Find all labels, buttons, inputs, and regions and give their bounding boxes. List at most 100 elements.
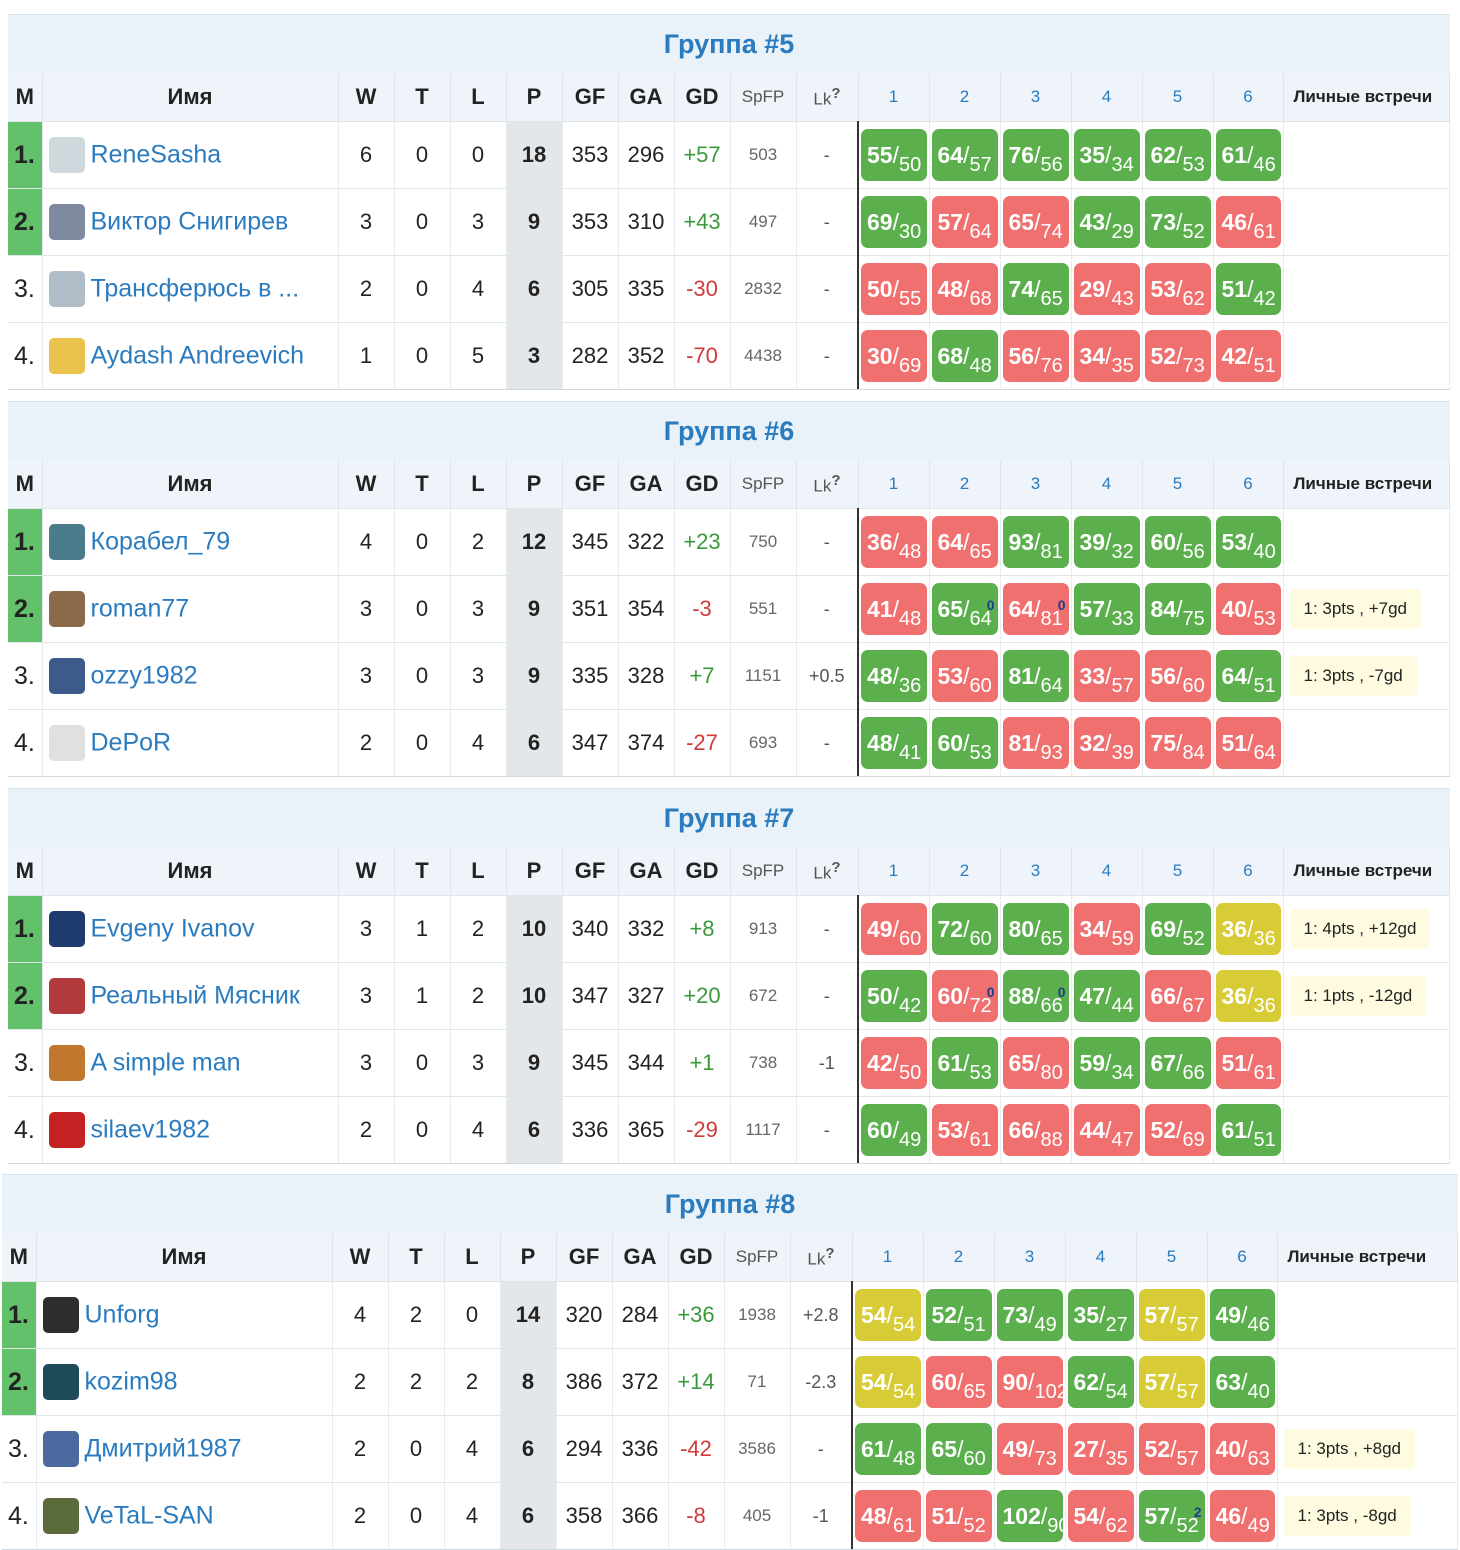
col-header-opponent[interactable]: 3 <box>994 1233 1066 1282</box>
help-icon[interactable]: ? <box>831 84 841 102</box>
match-score-badge[interactable]: 49/46 <box>1209 1289 1275 1341</box>
match-score-badge[interactable]: 76/56 <box>1002 129 1069 181</box>
match-score-badge[interactable]: 63/40 <box>1209 1356 1275 1408</box>
col-header-opponent[interactable]: 5 <box>1136 1233 1208 1282</box>
col-header-opponent[interactable]: 4 <box>1071 73 1143 122</box>
match-score-badge[interactable]: 62/54 <box>1067 1356 1134 1408</box>
avatar[interactable] <box>48 137 85 173</box>
match-score-badge[interactable]: 60/49 <box>861 1104 927 1156</box>
avatar[interactable] <box>42 1364 79 1400</box>
col-header-lk[interactable]: Lk? <box>796 460 859 509</box>
col-header-m[interactable]: М <box>8 73 43 122</box>
match-score-badge[interactable]: 60/65 <box>925 1356 992 1408</box>
match-score-badge[interactable]: 69/30 <box>861 196 927 248</box>
match-score-badge[interactable]: 51/42 <box>1215 263 1281 315</box>
col-header-m[interactable]: М <box>8 847 43 896</box>
player-cell[interactable]: silaev1982 <box>42 1096 339 1163</box>
match-score-badge[interactable]: 36/36 <box>1215 970 1281 1022</box>
match-score-badge[interactable]: 52/51 <box>925 1289 992 1341</box>
match-score-badge[interactable]: 53/40 <box>1215 516 1281 568</box>
match-score-badge[interactable]: 53/60 <box>931 650 998 702</box>
col-header-ga[interactable]: GA <box>612 1233 669 1282</box>
match-score-badge[interactable]: 52/69 <box>1144 1104 1211 1156</box>
match-score-badge[interactable]: 62/53 <box>1144 129 1211 181</box>
player-cell[interactable]: kozim98 <box>36 1348 333 1416</box>
avatar[interactable] <box>48 1045 85 1081</box>
match-score-badge[interactable]: 51/61 <box>1215 1037 1281 1089</box>
player-name-link[interactable]: roman77 <box>90 594 190 623</box>
match-score-badge[interactable]: 80/65 <box>1002 903 1069 955</box>
col-header-gf[interactable]: GF <box>562 847 619 896</box>
match-score-badge[interactable]: 59/34 <box>1073 1037 1140 1089</box>
col-header-gd[interactable]: GD <box>668 1233 725 1282</box>
col-header-t[interactable]: T <box>388 1233 445 1282</box>
match-score-badge[interactable]: 35/34 <box>1073 129 1140 181</box>
player-cell[interactable]: VeTaL-SAN <box>36 1482 333 1549</box>
col-header-opponent[interactable]: 3 <box>1000 73 1072 122</box>
col-header-m[interactable]: М <box>8 460 43 509</box>
player-cell[interactable]: Виктор Снигирев <box>42 188 339 256</box>
match-score-badge[interactable]: 60/56 <box>1144 516 1211 568</box>
col-header-opponent[interactable]: 6 <box>1207 1233 1278 1282</box>
col-header-gf[interactable]: GF <box>556 1233 613 1282</box>
col-header-w[interactable]: W <box>332 1233 389 1282</box>
col-header-ga[interactable]: GA <box>618 847 675 896</box>
match-score-badge[interactable]: 46/61 <box>1215 196 1281 248</box>
avatar[interactable] <box>48 911 85 947</box>
col-header-opponent[interactable]: 4 <box>1071 460 1143 509</box>
match-score-badge[interactable]: 55/50 <box>861 129 927 181</box>
avatar[interactable] <box>48 591 85 627</box>
match-score-badge[interactable]: 42/51 <box>1215 330 1281 382</box>
col-header-opponent[interactable]: 5 <box>1142 847 1214 896</box>
match-score-badge[interactable]: 81/93 <box>1002 717 1069 769</box>
match-score-badge[interactable]: 57/57 <box>1138 1356 1205 1408</box>
col-header-spfp[interactable]: SpFP <box>724 1233 791 1282</box>
match-score-badge[interactable]: 93/81 <box>1002 516 1069 568</box>
col-header-spfp[interactable]: SpFP <box>730 73 797 122</box>
match-score-badge[interactable]: 66/88 <box>1002 1104 1069 1156</box>
match-score-badge[interactable]: 48/68 <box>931 263 998 315</box>
col-header-p[interactable]: P <box>506 460 563 509</box>
col-header-t[interactable]: T <box>394 73 451 122</box>
match-score-badge[interactable]: 41/48 <box>861 583 927 635</box>
col-header-ga[interactable]: GA <box>618 460 675 509</box>
col-header-w[interactable]: W <box>338 73 395 122</box>
player-name-link[interactable]: Виктор Снигирев <box>90 207 289 236</box>
avatar[interactable] <box>48 524 85 560</box>
match-score-badge[interactable]: 102/90 <box>996 1490 1070 1542</box>
match-score-badge[interactable]: 50/42 <box>861 970 927 1022</box>
player-name-link[interactable]: ozzy1982 <box>90 661 198 690</box>
player-name-link[interactable]: A simple man <box>90 1048 241 1077</box>
col-header-gf[interactable]: GF <box>562 460 619 509</box>
match-score-badge[interactable]: 29/43 <box>1073 263 1140 315</box>
match-score-badge[interactable]: 34/59 <box>1073 903 1140 955</box>
match-score-badge[interactable]: 49/73 <box>996 1423 1063 1475</box>
player-name-link[interactable]: kozim98 <box>84 1367 178 1396</box>
avatar[interactable] <box>48 271 85 307</box>
match-score-badge[interactable]: 50/55 <box>861 263 927 315</box>
col-header-l[interactable]: L <box>450 847 507 896</box>
match-score-badge[interactable]: 39/32 <box>1073 516 1140 568</box>
match-score-badge[interactable]: 40/63 <box>1209 1423 1275 1475</box>
col-header-opponent[interactable]: 3 <box>1000 460 1072 509</box>
col-header-name[interactable]: Имя <box>42 847 339 896</box>
match-score-badge[interactable]: 53/62 <box>1144 263 1211 315</box>
match-score-badge[interactable]: 48/41 <box>861 717 927 769</box>
match-score-badge[interactable]: 73/52 <box>1144 196 1211 248</box>
match-score-badge[interactable]: 64/51 <box>1215 650 1281 702</box>
col-header-lk[interactable]: Lk? <box>796 73 859 122</box>
player-name-link[interactable]: ReneSasha <box>90 140 222 169</box>
player-name-link[interactable]: Дмитрий1987 <box>84 1434 242 1463</box>
match-score-badge[interactable]: 54/54 <box>855 1356 921 1408</box>
match-score-badge[interactable]: 35/27 <box>1067 1289 1134 1341</box>
match-score-badge[interactable]: 43/29 <box>1073 196 1140 248</box>
player-cell[interactable]: DePoR <box>42 709 339 776</box>
col-header-t[interactable]: T <box>394 847 451 896</box>
player-name-link[interactable]: Реальный Мясник <box>90 981 300 1010</box>
col-header-gd[interactable]: GD <box>674 460 731 509</box>
match-score-badge[interactable]: 66/67 <box>1144 970 1211 1022</box>
match-score-badge[interactable]: 56/60 <box>1144 650 1211 702</box>
match-score-badge[interactable]: 51/52 <box>925 1490 992 1542</box>
player-cell[interactable]: Aydash Andreevich <box>42 322 339 389</box>
player-cell[interactable]: ozzy1982 <box>42 642 339 710</box>
